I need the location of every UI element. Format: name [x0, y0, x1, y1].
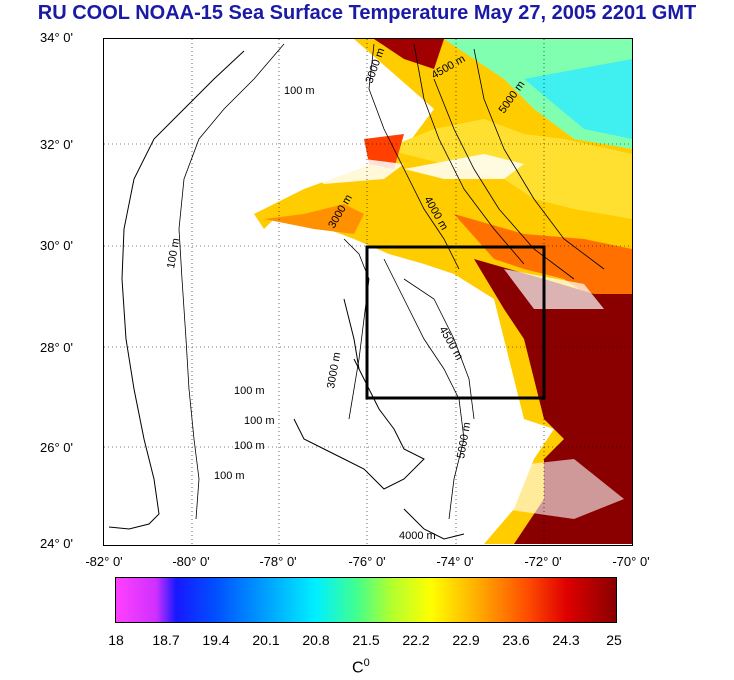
lat-label: 34° 0' — [40, 30, 73, 45]
lat-label: 24° 0' — [40, 536, 73, 551]
colorbar-tick-label: 23.6 — [502, 632, 530, 648]
lon-label: -80° 0' — [172, 554, 210, 569]
colorbar-tick-label: 18.7 — [152, 632, 180, 648]
colorbar-unit-label: C0 — [352, 657, 370, 677]
contour-label: 4000 m — [399, 530, 436, 542]
colorbar-tick-label: 20.1 — [252, 632, 280, 648]
lon-label: -76° 0' — [348, 554, 386, 569]
lon-label: -82° 0' — [85, 554, 123, 569]
sst-map-canvas: 100 m 3000 m 4500 m 5000 m 4000 m 100 m … — [104, 39, 632, 545]
lat-label: 30° 0' — [40, 238, 73, 253]
contour-label: 100 m — [234, 440, 265, 452]
colorbar-tick-label: 20.8 — [302, 632, 330, 648]
contour-label: 100 m — [234, 385, 265, 397]
coastline — [108, 50, 465, 540]
contour-label: 4500 m — [436, 325, 465, 363]
lon-label: -70° 0' — [612, 554, 650, 569]
colorbar-tick-label: 18 — [108, 632, 124, 648]
colorbar-tick-label: 22.9 — [452, 632, 480, 648]
colorbar-tick-label: 21.5 — [352, 632, 380, 648]
sst-map[interactable]: 100 m 3000 m 4500 m 5000 m 4000 m 100 m … — [103, 38, 633, 546]
study-area-box[interactable] — [365, 245, 546, 400]
contour-label: 100 m — [214, 470, 245, 482]
bathymetry-contours — [178, 43, 605, 520]
lat-label: 28° 0' — [40, 340, 73, 355]
lat-label: 32° 0' — [40, 137, 73, 152]
contour-label: 100 m — [244, 415, 275, 427]
unit-text: C — [352, 659, 364, 677]
sst-field — [254, 39, 632, 544]
colorbar-tick-label: 24.3 — [552, 632, 580, 648]
contour-label: 5000 m — [455, 421, 473, 459]
lat-label: 26° 0' — [40, 440, 73, 455]
lon-label: -74° 0' — [436, 554, 474, 569]
page-title: RU COOL NOAA-15 Sea Surface Temperature … — [37, 2, 697, 24]
colorbar-tick-label: 25 — [606, 632, 622, 648]
contour-label: 3000 m — [364, 46, 388, 85]
lon-label: -72° 0' — [524, 554, 562, 569]
lon-label: -78° 0' — [259, 554, 297, 569]
colorbar-tick-label: 22.2 — [402, 632, 430, 648]
contour-label: 100 m — [165, 237, 182, 269]
colorbar-tick-label: 19.4 — [202, 632, 230, 648]
unit-superscript: 0 — [363, 657, 370, 669]
temperature-colorbar — [115, 577, 617, 623]
contour-label: 3000 m — [325, 351, 343, 389]
contour-label: 100 m — [284, 85, 315, 97]
